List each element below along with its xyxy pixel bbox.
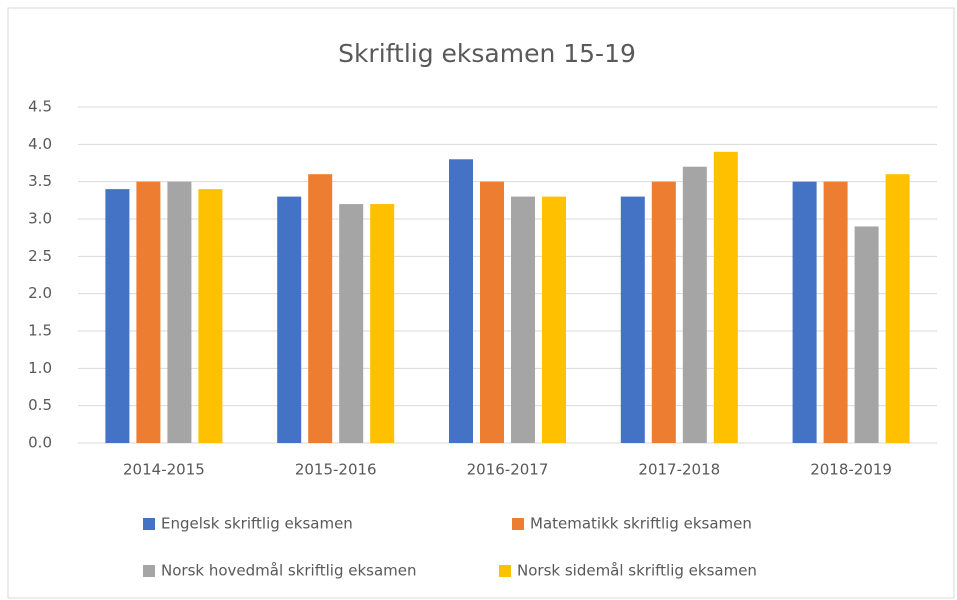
legend-swatch <box>143 518 155 530</box>
bar <box>885 174 910 443</box>
y-tick-label: 4.0 <box>28 135 52 153</box>
legend-label: Engelsk skriftlig eksamen <box>161 515 353 533</box>
legend-label: Norsk sidemål skriftlig eksamen <box>517 562 757 580</box>
legend-swatch <box>512 518 524 530</box>
y-tick-label: 1.0 <box>28 359 52 377</box>
bar <box>542 196 566 443</box>
y-tick-label: 0.0 <box>28 434 52 452</box>
bar <box>792 181 817 443</box>
bar <box>620 196 645 443</box>
bar <box>167 181 192 443</box>
bar <box>511 196 535 443</box>
legend-label: Matematikk skriftlig eksamen <box>530 515 752 533</box>
bar <box>480 181 504 443</box>
bar <box>449 159 473 443</box>
bar <box>370 204 395 443</box>
bar <box>823 181 848 443</box>
y-tick-label: 4.5 <box>28 98 52 116</box>
bar <box>308 174 333 443</box>
bar <box>105 189 130 443</box>
bar <box>651 181 676 443</box>
bar <box>713 151 738 444</box>
bar <box>854 226 879 443</box>
x-tick-label: 2015-2016 <box>295 461 377 479</box>
y-tick-label: 2.5 <box>28 247 52 265</box>
x-tick-label: 2016-2017 <box>467 461 549 479</box>
legend-swatch <box>499 565 511 577</box>
x-tick-label: 2014-2015 <box>123 461 205 479</box>
y-tick-label: 1.5 <box>28 322 52 340</box>
bar <box>682 166 707 443</box>
y-tick-label: 3.0 <box>28 210 52 228</box>
x-tick-label: 2017-2018 <box>638 461 720 479</box>
x-tick-label: 2018-2019 <box>810 461 892 479</box>
y-tick-label: 3.5 <box>28 172 52 190</box>
bar <box>339 204 364 443</box>
legend-swatch <box>143 565 155 577</box>
bar <box>198 189 223 443</box>
y-tick-label: 2.0 <box>28 284 52 302</box>
chart-title: Skriftlig eksamen 15-19 <box>338 39 636 68</box>
bar <box>136 181 161 443</box>
y-tick-label: 0.5 <box>28 396 52 414</box>
legend-label: Norsk hovedmål skriftlig eksamen <box>161 562 417 580</box>
bar <box>277 196 302 443</box>
